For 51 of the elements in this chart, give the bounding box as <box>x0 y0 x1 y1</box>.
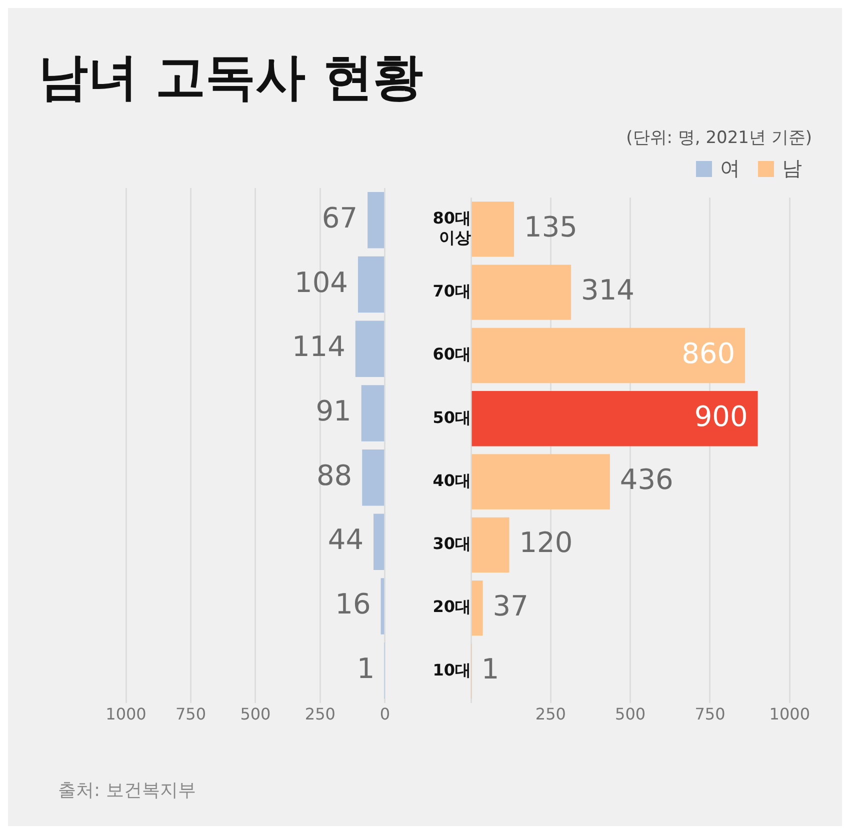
bar <box>472 391 758 446</box>
data-label: 88 <box>316 458 352 492</box>
bar <box>362 449 384 506</box>
x-tick-label: 750 <box>175 704 206 724</box>
data-label: 1 <box>356 652 375 685</box>
bar <box>472 517 510 573</box>
source-note: 출처: 보건복지부 <box>58 779 196 802</box>
data-label: 44 <box>328 523 364 556</box>
x-tick-label: 750 <box>694 704 726 724</box>
data-label: 91 <box>316 394 352 428</box>
y-tick-label: 20대 <box>432 597 471 616</box>
x-tick-label: 250 <box>535 704 566 724</box>
y-tick-label: 50대 <box>432 408 471 427</box>
data-label: 135 <box>524 210 578 244</box>
y-tick-label: 80대 이상 <box>432 208 471 247</box>
data-label: 900 <box>694 400 748 433</box>
bar <box>358 256 384 313</box>
bar <box>472 454 610 510</box>
y-tick-label: 10대 <box>432 660 471 680</box>
x-tick-label: 500 <box>240 704 271 724</box>
legend-label: 남 <box>782 155 802 182</box>
data-label: 120 <box>519 526 573 560</box>
chart-title: 남녀 고독사 현황 <box>38 47 423 108</box>
bar <box>472 328 746 384</box>
x-tick-label: 0 <box>380 704 390 724</box>
data-label: 37 <box>492 589 528 622</box>
x-tick-label: 1000 <box>106 704 146 724</box>
bar <box>355 320 384 377</box>
bar <box>472 202 514 257</box>
bar <box>374 514 384 570</box>
x-tick-label: 500 <box>615 704 646 724</box>
legend-label: 여 <box>720 155 740 182</box>
y-tick-label: 70대 <box>432 281 471 300</box>
data-label: 16 <box>335 588 371 621</box>
bar <box>472 264 572 320</box>
bar <box>472 580 483 636</box>
data-label: 860 <box>682 336 736 370</box>
data-label: 104 <box>294 266 348 299</box>
bar <box>361 385 384 442</box>
y-tick-label: 60대 <box>432 344 471 364</box>
bar <box>368 192 384 248</box>
data-label: 114 <box>292 330 346 364</box>
y-tick-label: 30대 <box>432 534 471 554</box>
x-tick-label: 1000 <box>769 704 810 724</box>
x-tick-label: 250 <box>304 704 336 724</box>
data-label: 436 <box>620 463 674 496</box>
text: (단위: 명, 2021년 기준) <box>626 127 812 149</box>
data-label: 314 <box>581 274 635 307</box>
y-tick-label: 40대 <box>432 470 471 490</box>
data-label: 1 <box>481 652 500 686</box>
data-label: 67 <box>322 201 358 234</box>
